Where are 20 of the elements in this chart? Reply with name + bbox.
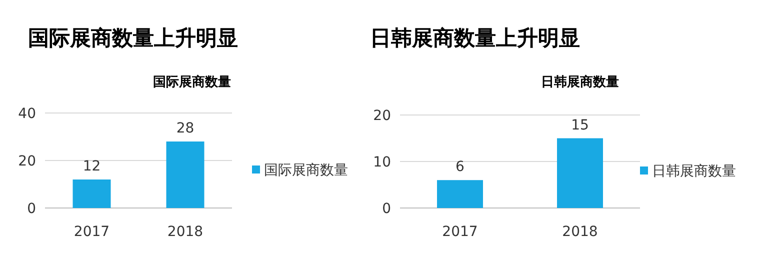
y-tick-label: 40 xyxy=(18,106,36,122)
x-tick-label: 2017 xyxy=(442,224,478,240)
y-tick-label: 10 xyxy=(373,154,391,170)
x-tick-label: 2018 xyxy=(167,224,204,240)
x-tick-label: 2018 xyxy=(562,224,598,240)
y-tick-label: 20 xyxy=(373,108,391,124)
legend-label: 国际展商数量 xyxy=(264,162,348,178)
data-label: 6 xyxy=(456,159,465,176)
legend-label: 日韩展商数量 xyxy=(652,164,736,180)
data-label: 12 xyxy=(82,158,101,174)
x-tick-label: 2017 xyxy=(74,224,110,240)
chart-title: 国际展商数量上升明显 xyxy=(28,26,238,50)
y-tick-label: 0 xyxy=(27,201,36,217)
data-label: 15 xyxy=(571,117,589,134)
data-label: 28 xyxy=(176,120,194,136)
chart-subtitle: 日韩展商数量 xyxy=(541,74,619,90)
chart-subtitle: 国际展商数量 xyxy=(153,74,231,90)
chart-title: 日韩展商数量上升明显 xyxy=(370,26,580,50)
y-tick-label: 20 xyxy=(18,154,36,170)
y-tick-label: 0 xyxy=(382,201,391,217)
